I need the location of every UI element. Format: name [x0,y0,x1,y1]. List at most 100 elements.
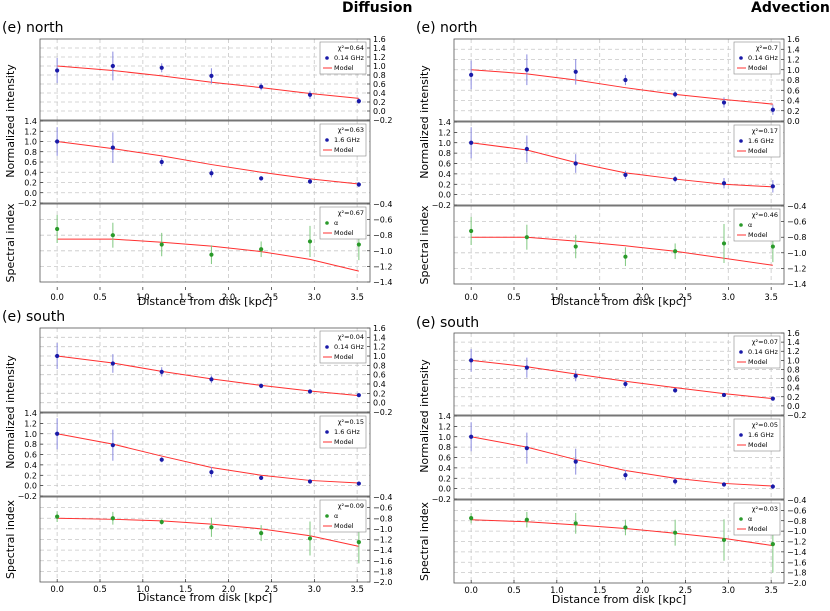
legend-label: α [334,219,338,227]
y-tick-label: 1.0 [438,139,451,148]
legend-marker [739,517,743,521]
legend-model-label: Model [748,231,768,239]
data-point [721,181,727,186]
data-point [673,388,678,393]
y-tick-label: 0.0 [24,189,37,198]
data-point [673,176,678,182]
data-point [623,254,628,259]
data-point [356,393,361,398]
x-tick-label: 0.0 [464,586,478,596]
y-tick-label: 1.2 [438,422,451,431]
data-point [55,68,60,73]
data-point [770,184,775,189]
y-tick-label: 0.4 [24,168,37,177]
data-point [770,484,775,489]
y-tick-label: −0.2 [18,492,37,501]
data-point [623,77,628,83]
legend-marker [325,138,329,142]
x-tick-label: 2.0 [222,585,236,595]
legend-model-label: Model [748,147,768,155]
data-point [55,353,60,359]
data-point [573,69,578,74]
y-tick-label: 0.8 [438,443,451,452]
header-diffusion: Diffusion [342,0,413,16]
title-diffusion-south: (e) south [2,309,66,325]
data-point [673,249,678,254]
legend-label: α [334,512,338,520]
legend-marker [739,139,743,143]
y-tick-label: 0.4 [787,97,800,106]
y-tick-label: 0.4 [787,384,800,393]
y-axis-label-intensity: Normalized intensity [4,64,17,178]
model-line [57,65,359,99]
y-tick-label: −0.8 [373,514,392,523]
panel-frame [39,120,371,204]
x-tick-label: 0.0 [50,293,64,303]
legend-label: 1.6 GHz [748,431,774,439]
y-tick-label: 1.2 [373,343,386,352]
y-tick-label: −0.2 [432,495,451,504]
panel-frame [39,412,371,497]
legend-label: 0.14 GHz [748,54,778,62]
legend-chi2: χ²=0.15 [338,418,364,426]
y-axis-label-intensity: Normalized intensity [418,65,431,179]
data-point [307,92,313,97]
model-line [471,69,773,105]
y-tick-label: 0.8 [787,76,800,85]
panel-high: −0.20.0 0.20.40.6 0.81.0 1.21.4 χ²=0.05 1.6 G… [432,412,785,504]
data-point [209,171,214,176]
data-point [356,182,361,187]
header-advection: Advection [751,0,830,16]
legend-label: 1.6 GHz [748,137,774,145]
x-tick-label: 1.0 [136,293,150,303]
legend-marker [739,433,743,437]
y-axis-label-spectral: Spectral index [4,500,17,579]
x-tick-label: 2.0 [636,586,650,596]
legend-marker [325,430,329,434]
y-tick-label: 0.0 [787,117,800,126]
data-point [356,242,361,247]
legend-label: α [748,515,752,523]
data-point [573,521,578,526]
y-tick-label: 0.2 [787,393,800,402]
legend-model-label: Model [748,441,768,449]
legend-model-label: Model [748,358,768,366]
data-point [721,537,727,543]
data-point [259,383,264,388]
data-point [469,358,474,363]
y-tick-label: −1.2 [787,264,806,273]
legend-label: 0.14 GHz [334,54,364,62]
model-line [57,355,359,397]
y-tick-label: −1.2 [373,262,392,271]
y-tick-label: −1.4 [787,548,806,557]
y-tick-label: 0.2 [24,179,37,188]
data-point [721,392,727,398]
x-tick-label: 3.5 [764,586,778,596]
y-tick-label: 1.4 [24,409,37,418]
y-tick-label: 0.8 [24,440,37,449]
data-point [770,396,775,401]
data-point [469,228,474,234]
data-point [623,172,628,178]
y-tick-label: 1.4 [787,45,800,54]
y-tick-label: 0.4 [438,170,451,179]
y-tick-label: 1.6 [373,35,386,44]
legend-label: 0.14 GHz [334,343,364,351]
panel-frame [39,496,371,583]
legend-chi2: χ²=0.46 [752,211,778,219]
panel-alpha: −2.0 −1.8−1.6 −1.4−1.2 −1.0 −0.8−0.6 −0.4 χ²=0… [39,493,392,587]
title-advection-north: (e) north [416,20,478,36]
y-tick-label: 1.0 [438,433,451,442]
x-tick-label: 3.0 [308,293,322,303]
y-tick-label: −0.4 [373,200,392,209]
legend-marker [325,514,329,518]
y-tick-label: −1.0 [373,247,392,256]
y-tick-label: −1.0 [787,249,806,258]
y-tick-label: 1.4 [24,117,37,126]
title-diffusion-north: (e) north [2,20,64,36]
y-tick-label: −2.0 [373,578,392,587]
y-tick-label: −0.6 [787,506,806,515]
x-tick-label: 0.5 [93,293,107,303]
title-advection-south: (e) south [416,315,480,331]
y-tick-label: 0.6 [787,375,800,384]
